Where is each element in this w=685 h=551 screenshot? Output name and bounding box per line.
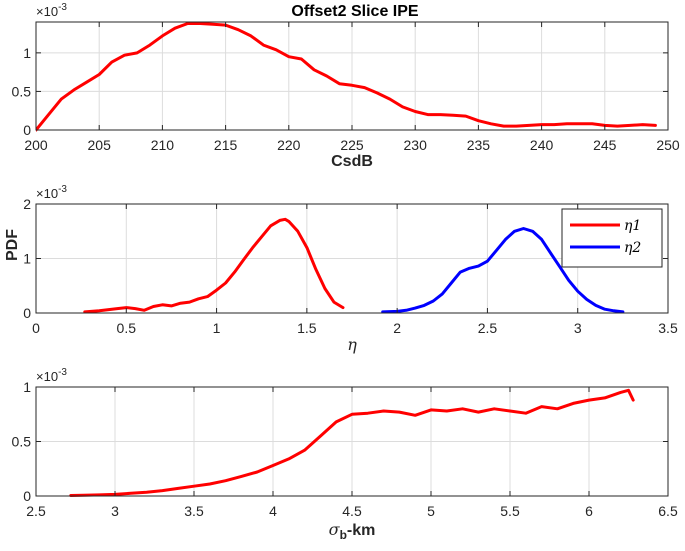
x-tick-label: 2 — [393, 320, 401, 336]
x-tick-label: 6.5 — [658, 503, 678, 519]
x-axis-label: σb-km — [329, 520, 376, 542]
x-tick-label: 220 — [277, 137, 301, 153]
y-tick-label: 0 — [23, 305, 31, 321]
x-tick-label: 6 — [585, 503, 593, 519]
x-tick-label: 210 — [151, 137, 175, 153]
legend-label: η1 — [624, 218, 641, 234]
y-tick-label: 2 — [23, 196, 31, 212]
axes-top-csdb: 200 205 210 215 220 225 230 235 240 245 250 0 0.5 1 ×1… — [12, 2, 680, 170]
x-tick-label: 235 — [467, 137, 491, 153]
y-tick-label: 1 — [23, 379, 31, 395]
y-tick-label: 1 — [23, 251, 31, 267]
x-tick-label: 205 — [88, 137, 112, 153]
figure-title: Offset2 Slice IPE — [291, 3, 418, 20]
x-tick-label: 240 — [530, 137, 554, 153]
series-line-1 — [69, 388, 635, 497]
y-tick-label: 0 — [23, 122, 31, 138]
y-tick-label: 0.5 — [12, 434, 32, 450]
y-exponent-label: ×10-3 — [36, 2, 67, 19]
y-tick-label: 0 — [23, 488, 31, 504]
x-tick-label: 1.5 — [297, 320, 317, 336]
y-exponent-label: ×10-3 — [36, 184, 67, 201]
shared-y-axis-label: PDF — [4, 229, 21, 261]
x-axis-label: η — [347, 335, 357, 354]
series-line-η2 — [381, 227, 625, 314]
x-axis-label: CsdB — [331, 153, 373, 170]
y-exponent-label: ×10-3 — [36, 367, 67, 384]
x-tick-label: 2.5 — [26, 503, 46, 519]
x-tick-label: 245 — [593, 137, 617, 153]
x-tick-label: 215 — [214, 137, 238, 153]
y-tick-label: 0.5 — [12, 83, 32, 99]
axes-bottom-sigma: 2.5 3 3.5 4 4.5 5 5.5 6 6.5 0 0.5 1 ×10-3 σb-km — [12, 367, 678, 542]
x-tick-label: 5.5 — [500, 503, 520, 519]
x-tick-label: 4 — [269, 503, 277, 519]
legend-label: η2 — [624, 240, 641, 256]
x-tick-label: 3 — [574, 320, 582, 336]
x-tick-label: 5 — [427, 503, 435, 519]
x-tick-label: 0.5 — [117, 320, 137, 336]
x-tick-label: 1 — [213, 320, 221, 336]
y-tick-label: 1 — [23, 45, 31, 61]
x-tick-label: 250 — [656, 137, 680, 153]
x-tick-label: 2.5 — [478, 320, 498, 336]
x-tick-label: 3.5 — [184, 503, 204, 519]
x-tick-label: 3 — [111, 503, 119, 519]
series-line-1 — [36, 22, 657, 132]
x-tick-label: 3.5 — [658, 320, 678, 336]
x-tick-label: 4.5 — [342, 503, 362, 519]
x-tick-label: 0 — [32, 320, 40, 336]
axes-middle-eta: 0 0.5 1 1.5 2 2.5 3 3.5 0 1 2 ×10-3 η η1 η2 — [23, 184, 678, 354]
x-tick-label: 225 — [340, 137, 364, 153]
x-tick-label: 200 — [24, 137, 48, 153]
legend-box — [561, 208, 663, 268]
series-line-η1 — [83, 217, 345, 314]
x-tick-label: 230 — [404, 137, 428, 153]
